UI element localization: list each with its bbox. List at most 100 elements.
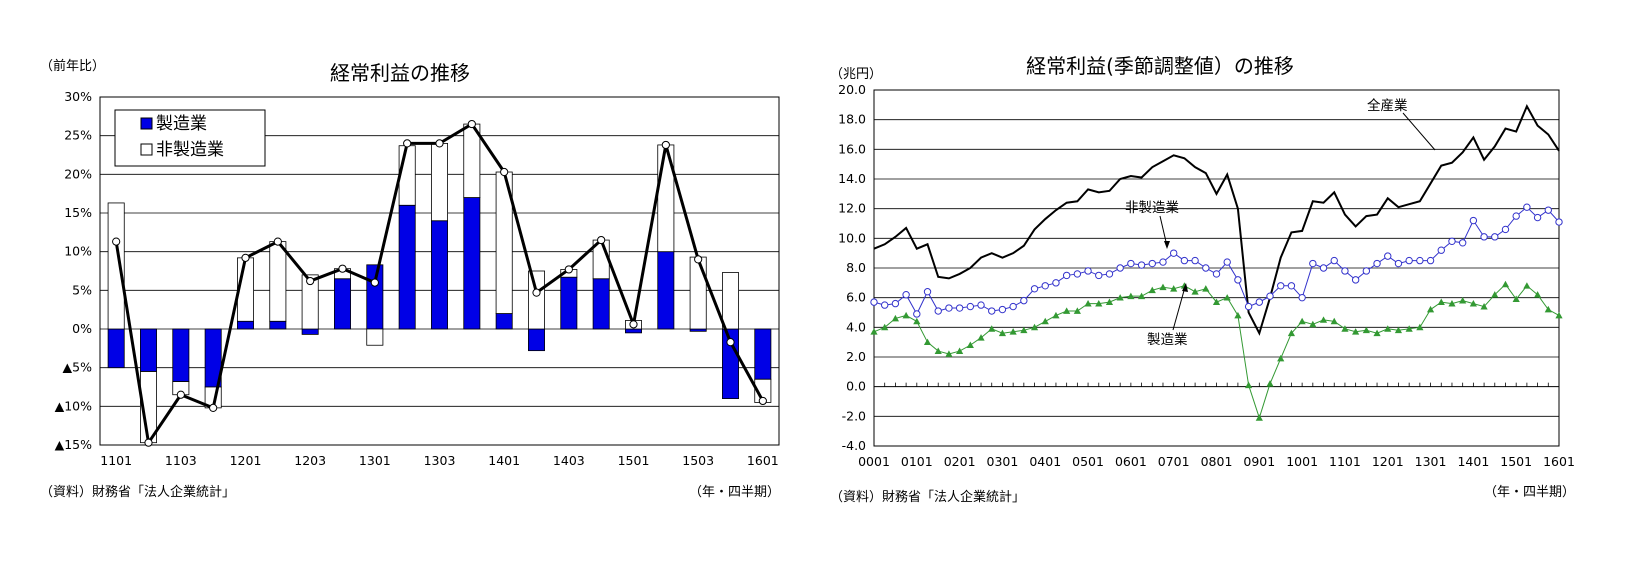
manufacturing-point [1084,300,1092,307]
nonmanufacturing-point [988,307,996,315]
legend-swatch-nonmanufacturing [140,143,153,156]
nonmanufacturing-point [1234,276,1242,284]
bar-manufacturing [107,328,125,369]
manufacturing-point [1330,317,1338,325]
y-tick-label: 8.0 [846,260,866,275]
nonmanufacturing-point [1341,267,1349,275]
manufacturing-point [1073,307,1081,314]
x-tick-label: 1001 [1286,454,1318,469]
x-tick-label: 1201 [1372,454,1404,469]
bar-nonmanufacturing [722,272,739,330]
manufacturing-point [1191,288,1199,295]
right-y-tick-labels: 20.0 18.0 16.0 14.0 12.0 10.0 8.0 6.0 4.0 2.0 0.0 -… [838,82,866,453]
total-line-point [370,278,379,287]
nonmanufacturing-point [1405,256,1413,265]
nonmanufacturing-point [1180,256,1189,265]
nonmanufacturing-point [1212,270,1221,278]
bar-manufacturing [754,328,772,380]
manufacturing-point [1362,326,1370,334]
total-line-point [241,253,250,262]
legend-label-nonmanufacturing: 非製造業 [156,140,224,160]
total-line-point [532,288,541,297]
nonmanufacturing-point [1523,203,1531,211]
total-line-point [726,338,735,347]
y-tick-label: ▲15% [55,437,93,452]
left-chart-title: 経常利益の推移 [330,61,470,85]
annotation-manufacturing-arrowhead [1182,283,1188,292]
nonmanufacturing-point [1319,264,1328,272]
nonmanufacturing-point [891,299,900,308]
bar-manufacturing [237,320,254,330]
nonmanufacturing-point [1501,225,1510,234]
y-tick-label: -2.0 [842,408,866,423]
bar-nonmanufacturing [366,328,384,346]
manufacturing-point [1394,326,1403,334]
annotation-all-industry: 全産業 [1367,97,1408,114]
x-tick-label: 0301 [987,454,1019,469]
x-tick-label: 0401 [1029,454,1061,469]
bar-manufacturing [301,328,319,335]
y-tick-label: ▲5% [63,360,93,375]
y-tick-label: 14.0 [838,171,866,186]
y-tick-label: 12.0 [838,201,866,216]
nonmanufacturing-point [1416,256,1424,265]
manufacturing-point [1298,317,1306,325]
manufacturing-point [1384,325,1392,332]
total-line-point [306,276,315,286]
y-tick-label: 5% [72,282,92,297]
y-tick-label: 10.0 [838,230,866,245]
nonmanufacturing-point [977,301,985,309]
manufacturing-point [1127,292,1135,300]
x-tick-label: 1401 [488,453,520,468]
right-series [870,104,1563,421]
bar-manufacturing [463,197,481,330]
manufacturing-point [902,311,910,319]
bar-manufacturing [592,278,610,330]
x-tick-label: 1301 [1415,454,1447,469]
left-total-line [112,119,767,447]
left-bars [107,123,772,444]
total-line-point [176,390,185,399]
bar-manufacturing [366,264,384,330]
manufacturing-point [1170,285,1178,292]
x-tick-label: 0101 [901,454,933,469]
manufacturing-point [1212,298,1221,305]
nonmanufacturing-point [1137,261,1146,269]
right-x-tick-labels: 0001 0101 0201 0301 0401 0501 0601 0701 0801 0901… [858,454,1575,469]
bar-manufacturing [528,328,545,352]
total-line-point [564,265,573,274]
nonmanufacturing-point [1052,279,1060,287]
nonmanufacturing-point [1255,298,1264,306]
x-tick-label: 0901 [1243,454,1275,469]
x-tick-label: 1601 [1543,454,1575,469]
bar-nonmanufacturing [398,145,416,206]
nonmanufacturing-point [1309,259,1317,268]
right-chart-title: 経常利益(季節調整値）の推移 [1026,54,1294,78]
manufacturing-point [1426,305,1435,313]
manufacturing-point [1341,325,1349,332]
nonmanufacturing-point [1533,213,1542,222]
manufacturing-point [1448,300,1456,307]
total-line-point [758,396,767,406]
manufacturing-point [1223,294,1231,301]
nonmanufacturing-point [902,291,910,299]
bar-manufacturing [269,320,287,330]
nonmanufacturing-point [1362,267,1371,275]
manufacturing-point [1469,300,1477,307]
bar-nonmanufacturing [431,142,448,222]
manufacturing-point [1105,298,1114,305]
manufacturing-point [1405,325,1413,332]
left-x-tick-labels: 1101 1103 1201 1203 1301 1303 1401 1403 1501 1503… [100,453,778,468]
x-tick-label: 0701 [1158,454,1190,469]
nonmanufacturing-point [1555,218,1563,226]
bar-manufacturing [560,276,578,330]
total-line-point [209,403,218,412]
left-y-tick-labels: 30% 25% 20% 15% 10% 5% 0% ▲5% ▲10% ▲15% [55,89,93,452]
manufacturing-point [1009,328,1017,335]
bar-manufacturing [657,251,675,330]
x-tick-label: 1501 [618,453,650,468]
manufacturing-point [1501,280,1510,288]
manufacturing-point [1533,291,1542,298]
manufacturing-point [1491,291,1499,298]
x-tick-label: 1303 [424,453,456,468]
